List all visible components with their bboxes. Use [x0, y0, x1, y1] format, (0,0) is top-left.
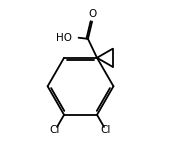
Text: Cl: Cl [101, 125, 111, 135]
Text: O: O [88, 9, 96, 19]
Text: Cl: Cl [50, 125, 60, 135]
Text: HO: HO [56, 33, 72, 43]
